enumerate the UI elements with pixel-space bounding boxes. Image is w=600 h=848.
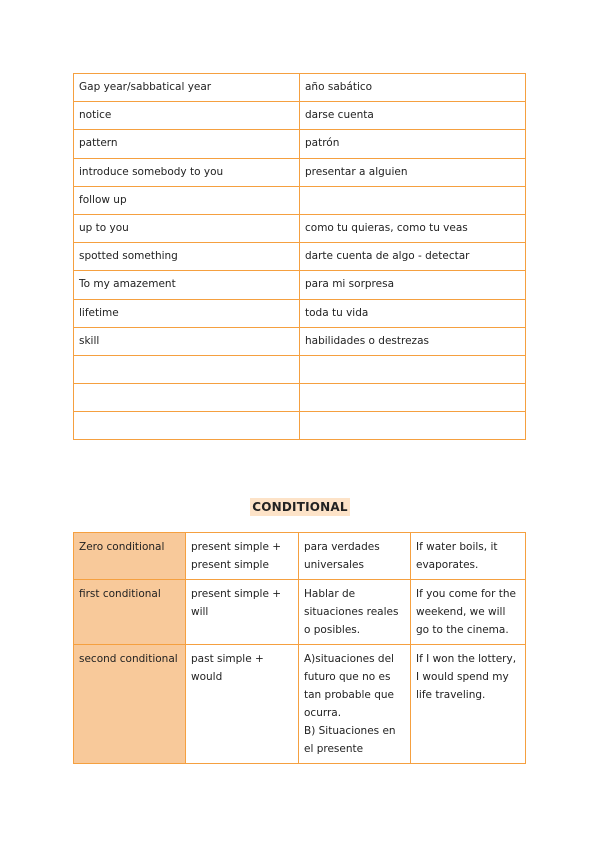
example-cell: If I won the lottery, I would spend my l… [410,644,526,764]
conditional-row: first conditional present simple + will Ha… [73,579,526,645]
vocab-row [73,354,526,385]
spanish-cell: como tu quieras, como tu veas [299,213,526,244]
vocab-row: introduce somebody to you presentar a alg… [73,157,526,187]
vocab-row: up to you como tu quieras, como tu veas [73,213,526,244]
spanish-cell: toda tu vida [299,298,526,328]
vocab-row: lifetime toda tu vida [73,298,526,328]
english-cell [73,354,300,385]
english-cell: skill [73,326,300,356]
structure-cell: past simple + would [185,644,299,764]
english-cell: up to you [73,213,300,244]
vocab-row [73,411,526,441]
english-cell: lifetime [73,298,300,328]
spanish-cell: presentar a alguien [299,157,526,187]
usage-cell: A)situaciones del futuro que no es tan p… [298,644,411,764]
conditional-table: Zero conditional present simple + present… [73,532,526,764]
spanish-cell [299,185,526,215]
spanish-cell: para mi sorpresa [299,270,526,300]
conditional-type-cell: second conditional [73,644,186,764]
english-cell: follow up [73,185,300,215]
structure-cell: present simple + present simple [185,532,299,580]
vocab-row: follow up [73,185,526,215]
spanish-cell [299,383,526,413]
english-cell [73,411,300,441]
conditional-row: second conditional past simple + would A)s… [73,644,526,764]
conditional-type-cell: Zero conditional [73,532,186,580]
conditional-row: Zero conditional present simple + present… [73,532,526,580]
vocab-row: Gap year/sabbatical year año sabático [73,72,526,103]
conditional-type-cell: first conditional [73,579,186,645]
example-cell: If water boils, it evaporates. [410,532,526,580]
spanish-cell: patrón [299,129,526,159]
vocab-row: spotted something darte cuenta de algo - … [73,242,526,272]
spanish-cell [299,354,526,385]
english-cell: Gap year/sabbatical year [73,72,300,103]
vocab-row [73,383,526,413]
spanish-cell: darte cuenta de algo - detectar [299,242,526,272]
conditional-title: CONDITIONAL [250,498,350,516]
english-cell: spotted something [73,242,300,272]
vocab-row: pattern patrón [73,129,526,159]
spanish-cell: año sabático [299,72,526,103]
english-cell [73,383,300,413]
vocab-row: skill habilidades o destrezas [73,326,526,356]
example-cell: If you come for the weekend, we will go … [410,579,526,645]
english-cell: To my amazement [73,270,300,300]
structure-cell: present simple + will [185,579,299,645]
usage-cell: Hablar de situaciones reales o posibles. [298,579,411,645]
vocab-row: To my amazement para mi sorpresa [73,270,526,300]
spanish-cell: darse cuenta [299,101,526,131]
english-cell: notice [73,101,300,131]
english-cell: pattern [73,129,300,159]
spanish-cell: habilidades o destrezas [299,326,526,356]
spanish-cell [299,411,526,441]
english-cell: introduce somebody to you [73,157,300,187]
section-title: CONDITIONAL [0,496,600,516]
vocab-row: notice darse cuenta [73,101,526,131]
usage-cell: para verdades universales [298,532,411,580]
vocabulary-table: Gap year/sabbatical year año sabático noti… [73,72,526,441]
